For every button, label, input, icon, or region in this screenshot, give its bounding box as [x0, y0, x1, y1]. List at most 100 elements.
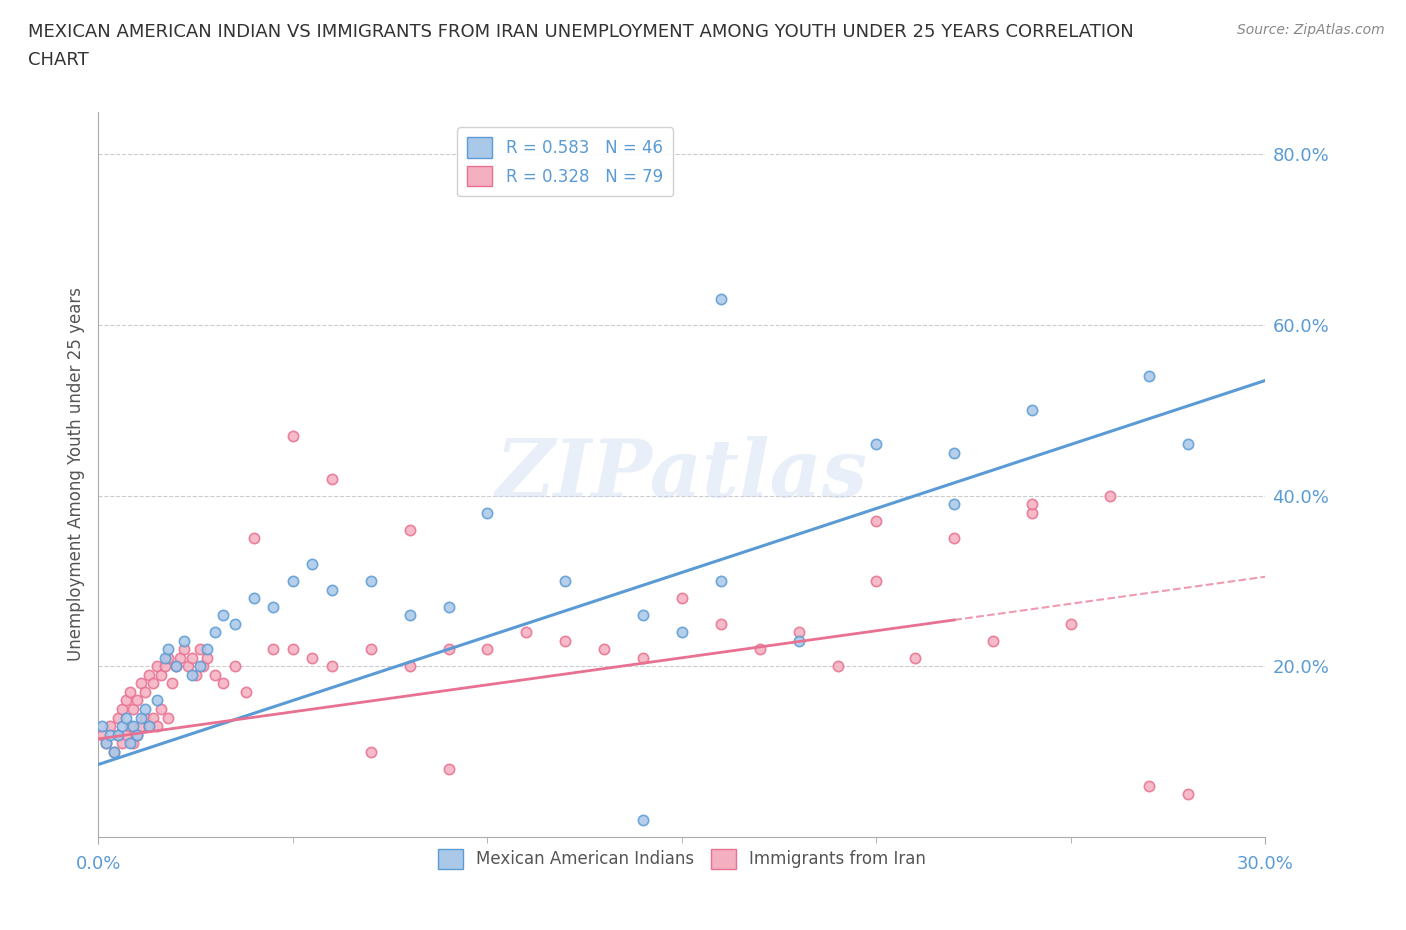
Point: [138, 719, 160, 734]
Point: [165, 658, 187, 673]
Point: [114, 693, 136, 708]
Point: [165, 658, 187, 673]
Text: ZIPatlas: ZIPatlas: [496, 435, 868, 513]
Point: [96, 736, 118, 751]
Point: [149, 701, 172, 716]
Point: [1098, 488, 1121, 503]
Point: [134, 701, 156, 716]
Point: [235, 684, 257, 699]
Point: [224, 617, 246, 631]
Point: [301, 556, 323, 571]
Point: [943, 445, 966, 460]
Legend: Mexican American Indians, Immigrants from Iran: Mexican American Indians, Immigrants fro…: [432, 843, 932, 876]
Point: [138, 719, 160, 734]
Point: [981, 633, 1004, 648]
Point: [180, 650, 202, 665]
Point: [593, 642, 616, 657]
Point: [787, 633, 810, 648]
Point: [146, 658, 169, 673]
Point: [96, 736, 118, 751]
Point: [398, 607, 420, 622]
Point: [477, 642, 499, 657]
Text: Source: ZipAtlas.com: Source: ZipAtlas.com: [1237, 23, 1385, 37]
Point: [710, 292, 733, 307]
Point: [129, 676, 152, 691]
Point: [787, 625, 810, 640]
Point: [146, 719, 169, 734]
Point: [865, 513, 887, 528]
Point: [114, 711, 136, 725]
Point: [865, 437, 887, 452]
Point: [173, 642, 195, 657]
Point: [146, 693, 169, 708]
Point: [122, 719, 145, 734]
Point: [111, 736, 134, 751]
Point: [710, 574, 733, 589]
Point: [149, 668, 172, 683]
Point: [138, 668, 160, 683]
Point: [398, 658, 420, 673]
Text: MEXICAN AMERICAN INDIAN VS IMMIGRANTS FROM IRAN UNEMPLOYMENT AMONG YOUTH UNDER 2: MEXICAN AMERICAN INDIAN VS IMMIGRANTS FR…: [28, 23, 1133, 41]
Point: [129, 719, 152, 734]
Point: [127, 693, 149, 708]
Point: [631, 650, 654, 665]
Y-axis label: Unemployment Among Youth under 25 years: Unemployment Among Youth under 25 years: [66, 287, 84, 661]
Point: [748, 642, 770, 657]
Point: [631, 607, 654, 622]
Point: [1137, 778, 1160, 793]
Point: [122, 701, 145, 716]
Point: [111, 701, 134, 716]
Point: [129, 711, 152, 725]
Point: [827, 658, 849, 673]
Point: [360, 642, 382, 657]
Point: [103, 744, 125, 759]
Point: [398, 523, 420, 538]
Point: [180, 668, 202, 683]
Point: [360, 574, 382, 589]
Point: [437, 599, 460, 614]
Point: [243, 531, 266, 546]
Point: [195, 650, 218, 665]
Point: [321, 582, 343, 597]
Point: [1177, 787, 1199, 802]
Point: [127, 727, 149, 742]
Point: [554, 574, 576, 589]
Point: [515, 625, 537, 640]
Point: [114, 727, 136, 742]
Point: [153, 650, 176, 665]
Point: [321, 472, 343, 486]
Point: [184, 668, 207, 683]
Point: [204, 668, 226, 683]
Point: [153, 658, 176, 673]
Point: [173, 633, 195, 648]
Point: [943, 531, 966, 546]
Point: [1137, 368, 1160, 383]
Point: [103, 744, 125, 759]
Point: [142, 711, 165, 725]
Point: [98, 727, 121, 742]
Point: [1021, 403, 1043, 418]
Point: [1177, 437, 1199, 452]
Point: [224, 658, 246, 673]
Point: [321, 658, 343, 673]
Point: [162, 676, 184, 691]
Point: [107, 727, 129, 742]
Point: [281, 429, 304, 444]
Point: [91, 727, 114, 742]
Point: [262, 599, 284, 614]
Point: [671, 591, 693, 605]
Point: [671, 625, 693, 640]
Point: [631, 813, 654, 828]
Point: [134, 684, 156, 699]
Point: [710, 617, 733, 631]
Point: [1021, 505, 1043, 520]
Point: [169, 650, 191, 665]
Point: [118, 719, 141, 734]
Point: [301, 650, 323, 665]
Point: [865, 574, 887, 589]
Point: [1060, 617, 1083, 631]
Point: [437, 762, 460, 777]
Point: [107, 711, 129, 725]
Point: [157, 711, 180, 725]
Point: [1021, 497, 1043, 512]
